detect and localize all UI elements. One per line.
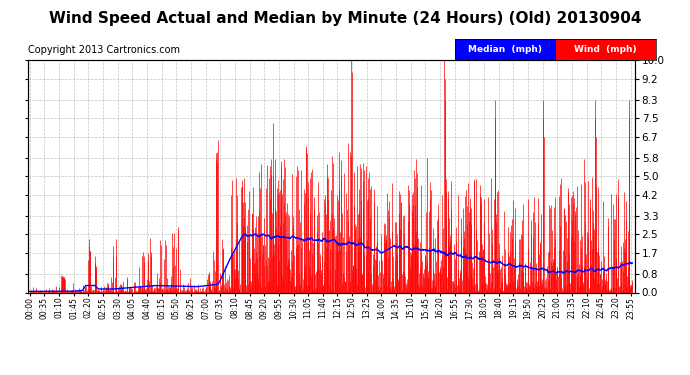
Text: Median  (mph): Median (mph) xyxy=(469,45,542,54)
Text: Wind Speed Actual and Median by Minute (24 Hours) (Old) 20130904: Wind Speed Actual and Median by Minute (… xyxy=(49,11,641,26)
Text: Wind  (mph): Wind (mph) xyxy=(574,45,637,54)
Text: Copyright 2013 Cartronics.com: Copyright 2013 Cartronics.com xyxy=(28,45,179,55)
